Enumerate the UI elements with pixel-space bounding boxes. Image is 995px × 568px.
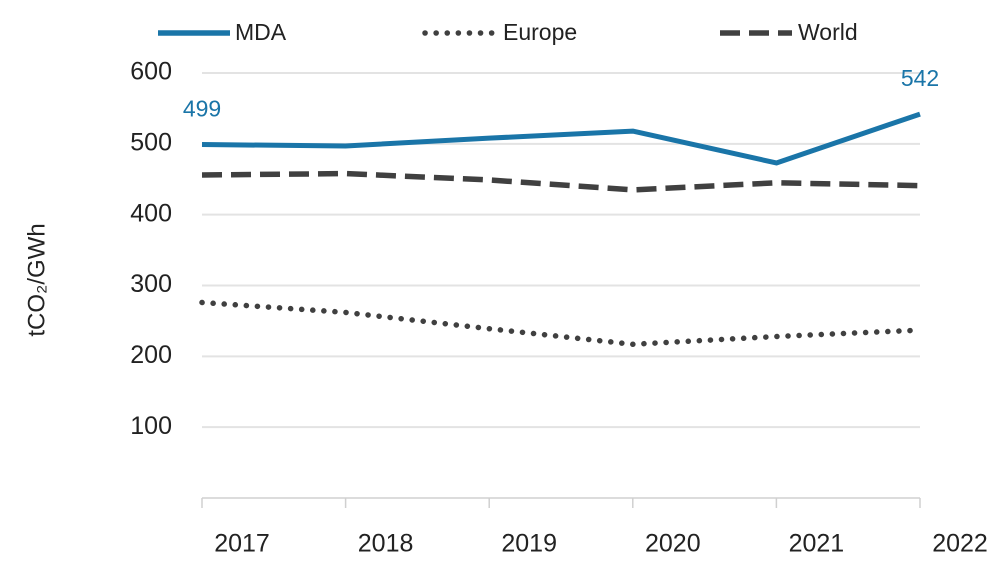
series-line	[201, 170, 921, 193]
y-tick-label: 600	[130, 58, 172, 86]
x-tick-label: 2021	[789, 530, 845, 558]
x-tick-label: 2017	[214, 530, 270, 558]
y-tick-label: 200	[130, 341, 172, 369]
legend-label: Europe	[503, 19, 577, 45]
legend-label: MDA	[235, 19, 287, 45]
x-tick-label: 2019	[501, 530, 557, 558]
x-tick-label: 2020	[645, 530, 701, 558]
y-tick-label: 400	[130, 199, 172, 227]
series-line	[199, 299, 923, 348]
series-line	[201, 111, 921, 166]
y-tick-label: 500	[130, 128, 172, 156]
y-axis-label: tCO₂/GWh	[23, 223, 50, 336]
data-label: 499	[183, 96, 221, 122]
y-tick-label: 300	[130, 270, 172, 298]
x-tick-label: 2018	[358, 530, 414, 558]
legend-label: World	[798, 19, 858, 45]
data-label: 542	[901, 65, 939, 91]
x-tick-label: 2022	[932, 530, 988, 558]
y-tick-label: 100	[130, 412, 172, 440]
